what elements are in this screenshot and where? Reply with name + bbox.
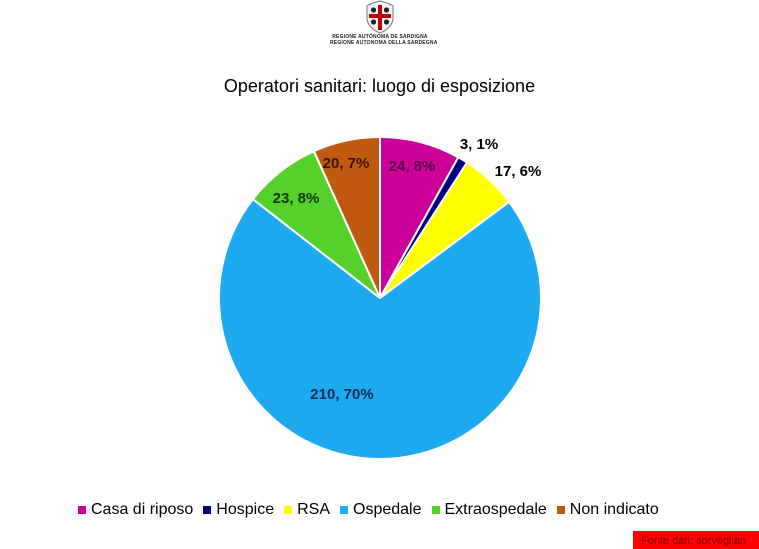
legend-item-extraospedale: Extraospedale — [431, 501, 547, 519]
legend-item-hospice: Hospice — [203, 501, 274, 519]
legend-swatch-icon — [556, 506, 565, 514]
data-label-extraospedale: 23, 8% — [273, 190, 320, 207]
data-source-text: Fonte dati: sorveglian — [641, 535, 747, 547]
data-label-non-indicato: 20, 7% — [323, 155, 370, 172]
legend-label: RSA — [297, 501, 330, 518]
legend-item-ospedale: Ospedale — [340, 501, 422, 519]
legend-item-non-indicato: Non indicato — [556, 501, 659, 519]
legend-swatch-icon — [284, 506, 293, 514]
coat-of-arms-icon — [366, 0, 394, 34]
data-label-casa-di-riposo: 24, 8% — [389, 158, 436, 175]
pie-slice-non-indicato — [312, 135, 381, 299]
logo-text-sardinian: REGIONE AUTÒNOMA DE SARDIGNA — [332, 34, 428, 40]
data-source-banner: Fonte dati: sorveglian — [633, 531, 759, 549]
legend-swatch-icon — [203, 506, 212, 514]
chart-title: Operatori sanitari: luogo di esposizione — [223, 76, 536, 96]
pie-slice-ospedale — [218, 197, 542, 460]
chart-legend: Casa di riposo Hospice RSA Ospedale Extraosp… — [78, 501, 659, 519]
legend-label: Non indicato — [569, 501, 659, 518]
legend-label: Casa di riposo — [91, 501, 194, 518]
data-label-ospedale: 210, 70% — [310, 386, 373, 403]
legend-swatch-icon — [78, 506, 86, 514]
legend-label: Ospedale — [353, 501, 422, 518]
legend-label: Hospice — [216, 501, 275, 518]
logo-text-italian: REGIONE AUTONOMA DELLA SARDEGNA — [330, 40, 438, 46]
data-label-rsa: 17, 6% — [495, 163, 542, 180]
legend-swatch-icon — [340, 506, 348, 514]
pie-chart: 24, 8% 3, 1% 17, 6% 210, 70% 23, 8% 20, 7% — [218, 135, 542, 460]
legend-label: Extraospedale — [444, 501, 547, 518]
legend-item-casa-di-riposo: Casa di riposo — [78, 501, 193, 519]
regione-logo: REGIONE AUTÒNOMA DE SARDIGNA REGIONE AUT… — [330, 0, 438, 52]
data-label-hospice: 3, 1% — [460, 136, 498, 153]
legend-swatch-icon — [431, 506, 440, 514]
legend-item-rsa: RSA — [284, 501, 330, 519]
